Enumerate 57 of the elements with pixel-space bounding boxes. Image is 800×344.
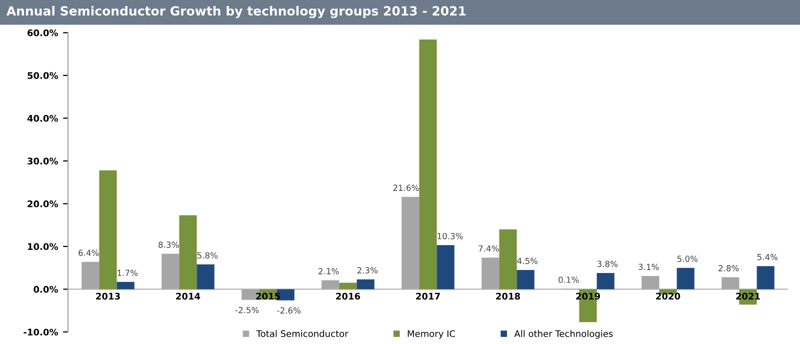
y-tick-label: 10.0% [28, 243, 58, 250]
bar [436, 245, 454, 290]
data-label: 4.5% [517, 258, 538, 264]
bar [356, 279, 374, 290]
bar [322, 280, 340, 290]
bar [499, 229, 517, 290]
bar [162, 254, 180, 290]
y-tick-label: 40.0% [27, 114, 58, 122]
legend-label: Total Semiconductor [256, 330, 348, 338]
bar [596, 272, 614, 290]
data-label: -2.5% [235, 306, 259, 314]
data-label: 2.3% [357, 267, 378, 274]
data-label: 0.1% [558, 276, 579, 283]
x-tick-label: 2017 [416, 292, 440, 300]
x-tick-label: 2014 [176, 292, 200, 300]
x-tick-label: 2020 [656, 292, 680, 300]
x-tick-label: 2018 [496, 292, 520, 300]
bar [82, 262, 100, 290]
bar [339, 282, 357, 290]
data-label: 5.4% [757, 254, 778, 260]
data-label: 2.8% [718, 265, 739, 272]
legend-label: All other Technologies [514, 330, 613, 339]
bar [516, 270, 534, 290]
data-label: 1.7% [118, 270, 138, 276]
bar [642, 276, 660, 290]
bar [676, 268, 694, 290]
y-tick-label: 20.0% [28, 200, 58, 208]
bar [419, 40, 437, 290]
bar [722, 277, 740, 290]
bar [756, 266, 774, 290]
bar [659, 289, 677, 294]
bar [402, 196, 420, 290]
x-tick-label: 2013 [96, 292, 120, 300]
data-label: 10.3% [438, 232, 463, 240]
x-tick-label: 2016 [336, 292, 360, 300]
y-tick-label: 30.0% [28, 158, 58, 164]
data-label: 6.4% [78, 250, 99, 256]
data-label: 21.6% [393, 184, 419, 191]
y-tick-label: -10.0% [24, 328, 58, 336]
data-label: 5.0% [677, 256, 698, 262]
data-label: 5.8% [197, 252, 218, 259]
bar [482, 258, 500, 290]
legend-label: Memory IC [408, 330, 456, 339]
bar [116, 282, 134, 290]
bar [99, 170, 117, 290]
y-tick-label: 50.0% [28, 72, 58, 79]
bar [179, 215, 197, 290]
bar [196, 264, 214, 290]
y-tick-label: 0.0% [34, 286, 58, 293]
data-label: 8.3% [158, 242, 179, 248]
y-tick-label: 60.0% [28, 29, 58, 36]
data-label: -2.6% [277, 307, 301, 314]
data-label: 2.1% [318, 268, 339, 274]
data-label: 3.8% [597, 260, 618, 268]
chart-title: Annual Semiconductor Growth by technology groups 2013 - 2021 [6, 6, 466, 18]
data-label: 7.4% [478, 245, 499, 252]
data-label: 3.1% [638, 264, 659, 270]
